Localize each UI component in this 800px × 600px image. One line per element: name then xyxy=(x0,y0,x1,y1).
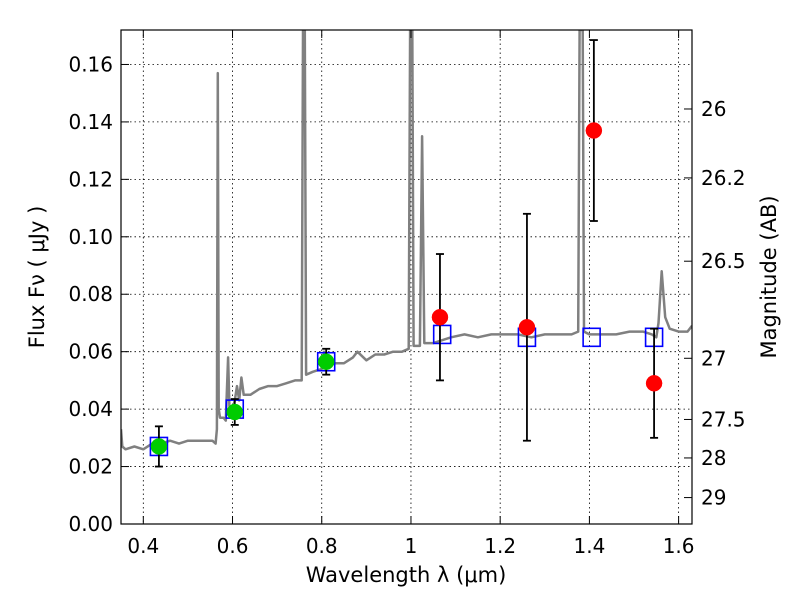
right-tick-label: 26.2 xyxy=(701,166,746,190)
model-square-marker xyxy=(432,324,452,345)
marker-layer xyxy=(149,39,664,468)
x-tick-label: 0.6 xyxy=(217,534,249,558)
detection-point xyxy=(317,353,335,370)
axis-ticks: 0.4 0.6 0.8 1 1.2 1.4 1.6 0.00 0.02 0.04 0.06 0.08 0… xyxy=(68,30,746,558)
right-axis-label: Magnitude (AB) xyxy=(757,195,781,358)
y-tick-label: 0.00 xyxy=(68,512,113,536)
series-layer xyxy=(121,30,692,451)
y-tick-label: 0.14 xyxy=(68,110,113,134)
y-tick-label: 0.08 xyxy=(68,282,113,306)
x-tick-label: 1.4 xyxy=(573,534,605,558)
plot-frame xyxy=(120,29,693,525)
low-sn-point xyxy=(585,122,603,139)
y-tick-label: 0.02 xyxy=(68,455,113,479)
y-tick-label: 0.12 xyxy=(68,167,113,191)
right-tick-label: 29 xyxy=(701,486,726,510)
right-tick-label: 28 xyxy=(701,446,726,470)
y-tick-label: 0.16 xyxy=(68,52,113,76)
spectrum-line xyxy=(121,30,692,451)
right-tick-label: 26 xyxy=(701,97,726,121)
x-tick-label: 1 xyxy=(405,534,418,558)
y-tick-label: 0.10 xyxy=(68,225,113,249)
y-tick-label: 0.06 xyxy=(68,340,113,364)
y-axis-label: Flux Fν ( μJy ) xyxy=(25,206,49,349)
detection-point xyxy=(150,438,168,455)
detection-point xyxy=(226,403,244,421)
x-tick-label: 1.2 xyxy=(484,534,516,558)
x-axis-label: Wavelength λ (μm) xyxy=(306,563,507,587)
right-tick-label: 27.5 xyxy=(701,407,746,431)
low-sn-point xyxy=(645,375,663,392)
x-tick-label: 0.8 xyxy=(306,534,338,558)
low-sn-point xyxy=(518,319,536,336)
model-square-marker xyxy=(582,327,601,348)
x-tick-label: 0.4 xyxy=(127,534,159,558)
y-tick-label: 0.04 xyxy=(68,397,113,421)
low-sn-point xyxy=(431,308,449,326)
right-tick-label: 27 xyxy=(701,346,726,370)
right-tick-label: 26.5 xyxy=(701,249,746,273)
x-tick-label: 1.6 xyxy=(663,534,695,558)
